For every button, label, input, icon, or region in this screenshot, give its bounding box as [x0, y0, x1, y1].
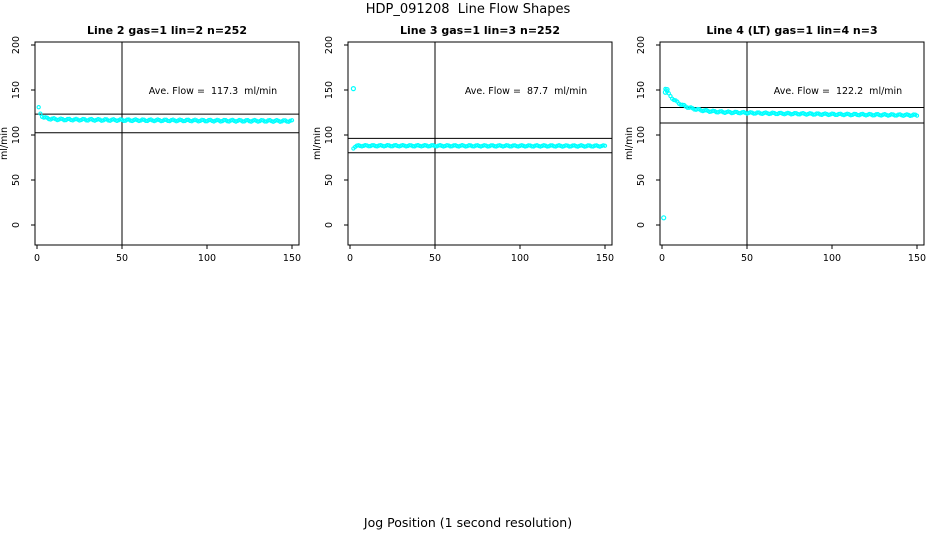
- data-point: [36, 105, 41, 110]
- ave-flow-annotation: Ave. Flow = 122.2 ml/min: [774, 86, 902, 97]
- data-point: [181, 119, 186, 124]
- plot-box: [659, 41, 925, 246]
- ave-flow-annotation: Ave. Flow = 117.3 ml/min: [149, 86, 277, 97]
- x-tick-label: 0: [34, 253, 40, 264]
- y-tick-label: 50: [636, 174, 647, 186]
- y-tick-label: 50: [11, 174, 22, 186]
- x-axis: 0 50 100 150: [659, 245, 926, 264]
- x-axis: 0 50 100 150: [347, 245, 614, 264]
- panel-plot-1: Line 2 gas=1 lin=2 n=252 0 50 100 150 0 50 100 1…: [0, 24, 301, 264]
- figure-x-axis-label: Jog Position (1 second resolution): [363, 515, 573, 530]
- data-point: [829, 111, 835, 116]
- y-tick-label: 0: [636, 222, 647, 228]
- y-tick-label: 200: [636, 36, 647, 54]
- data-point: [240, 119, 245, 124]
- y-axis-label: ml/min: [313, 127, 323, 160]
- panel-title: Line 4 (LT) gas=1 lin=4 n=3: [706, 24, 877, 37]
- x-tick-label: 150: [908, 253, 926, 264]
- x-tick-label: 0: [347, 253, 353, 264]
- ave-flow-annotation: Ave. Flow = 87.7 ml/min: [465, 86, 587, 97]
- data-point: [80, 116, 86, 122]
- x-tick-label: 0: [659, 253, 665, 264]
- data-point: [38, 111, 43, 116]
- data-point: [140, 117, 145, 122]
- y-axis: 0 50 100 150 200: [324, 36, 348, 228]
- outlier-point: [664, 86, 670, 93]
- y-axis-label: ml/min: [625, 127, 635, 160]
- x-tick-label: 50: [429, 253, 441, 264]
- data-points: [36, 105, 295, 124]
- data-point: [889, 112, 894, 117]
- y-tick-label: 100: [324, 126, 335, 144]
- panel-plot-2: Line 3 gas=1 lin=3 n=252 0 50 100 150 0 50 100 1…: [313, 24, 614, 264]
- x-tick-label: 150: [283, 253, 301, 264]
- panel-plot-3: Line 4 (LT) gas=1 lin=4 n=3 0 50 100 150 0 50 1…: [625, 24, 926, 264]
- x-tick-label: 100: [823, 253, 841, 264]
- y-tick-label: 100: [11, 126, 22, 144]
- y-tick-label: 50: [324, 174, 335, 186]
- data-point: [770, 110, 775, 115]
- y-tick-label: 0: [324, 222, 335, 228]
- plot-box: [347, 41, 613, 246]
- panel-title: Line 3 gas=1 lin=3 n=252: [400, 24, 560, 37]
- x-axis: 0 50 100 150: [34, 245, 301, 264]
- y-tick-label: 150: [324, 81, 335, 99]
- outlier-point: [350, 86, 357, 92]
- x-tick-label: 100: [511, 253, 529, 264]
- y-axis: 0 50 100 150 200: [636, 36, 660, 228]
- x-tick-label: 50: [741, 253, 753, 264]
- data-point: [695, 106, 700, 112]
- data-point: [199, 117, 205, 123]
- data-points: [350, 86, 608, 151]
- y-axis: 0 50 100 150 200: [11, 36, 35, 228]
- y-tick-label: 150: [11, 81, 22, 99]
- y-axis-label: ml/min: [0, 127, 10, 160]
- outlier-point: [661, 215, 667, 221]
- data-point: [914, 113, 920, 118]
- data-points: [661, 86, 920, 221]
- data-point: [259, 117, 264, 123]
- y-tick-label: 100: [636, 126, 647, 144]
- data-point: [602, 143, 608, 148]
- x-tick-label: 150: [596, 253, 614, 264]
- y-tick-label: 150: [636, 81, 647, 99]
- y-tick-label: 200: [11, 36, 22, 54]
- panel-title: Line 2 gas=1 lin=2 n=252: [87, 24, 247, 37]
- data-point: [121, 118, 126, 123]
- data-point: [289, 118, 295, 123]
- plot-box: [34, 41, 300, 246]
- y-tick-label: 200: [324, 36, 335, 54]
- figure-title: HDP_091208 Line Flow Shapes: [365, 2, 571, 17]
- x-tick-label: 100: [198, 253, 216, 264]
- y-tick-label: 0: [11, 222, 22, 228]
- x-tick-label: 50: [116, 253, 128, 264]
